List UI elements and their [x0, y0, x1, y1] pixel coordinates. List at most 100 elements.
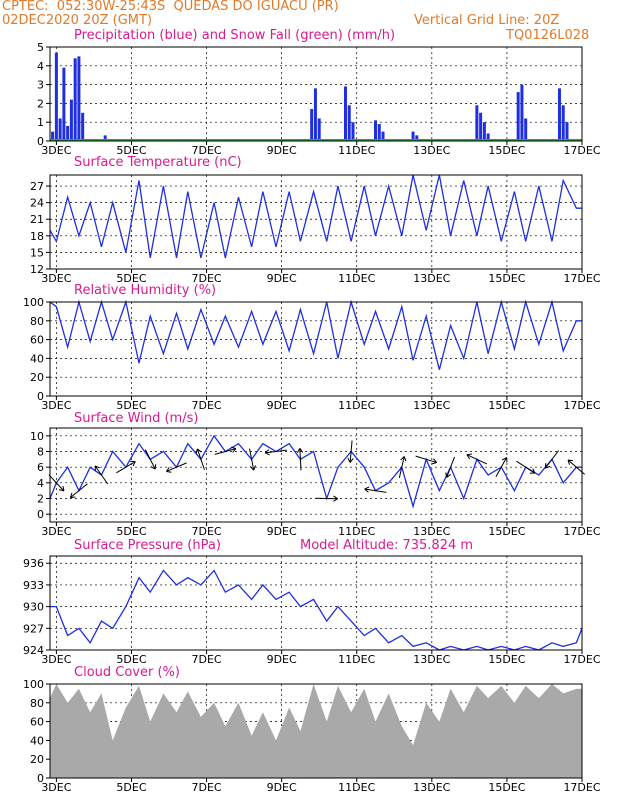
wind-arrow-head — [347, 457, 354, 463]
precip-bar — [51, 131, 55, 141]
wind-arrow-head — [165, 467, 172, 473]
run-datetime: 02DEC2020 20Z (GMT) — [2, 13, 153, 28]
station-header-line1: CPTEC: 052:30W-25:43S QUEDAS DO IGUACU (… — [2, 0, 339, 14]
temp-xtick-label: 15DEC — [488, 272, 525, 285]
precip-bar — [69, 99, 73, 141]
precip-ytick-label: 3 — [37, 79, 44, 92]
pressure-xtick-label: 5DEC — [116, 653, 146, 666]
precip-bar — [516, 92, 520, 141]
rh-ytick-label: 60 — [30, 334, 44, 347]
wind-arrow — [249, 448, 255, 471]
precip-bar — [313, 88, 317, 141]
precip-title: Precipitation (blue) and Snow Fall (gree… — [74, 28, 396, 43]
wind-xtick-label: 9DEC — [267, 525, 297, 538]
wind-xtick-label: 7DEC — [192, 525, 222, 538]
wind-arrow-head — [445, 472, 451, 478]
rh-series-line — [49, 299, 582, 370]
pressure-series-line — [50, 569, 583, 651]
wind-ytick-label: 2 — [37, 493, 44, 506]
wind-arrow — [516, 460, 536, 474]
cloud-ytick-label: 80 — [30, 697, 44, 710]
wind-arrow — [466, 454, 488, 465]
precip-bar — [351, 122, 355, 141]
cloud-title: Cloud Cover (%) — [74, 665, 180, 680]
pressure-xtick-label: 3DEC — [41, 653, 71, 666]
cloud-xtick-label: 13DEC — [413, 781, 450, 794]
wind-arrow-head — [231, 446, 237, 453]
rh-frame — [49, 301, 583, 397]
wind-arrow-head — [400, 456, 407, 462]
wind-arrow — [544, 450, 559, 469]
precip-bar — [58, 118, 62, 141]
wind-ytick-label: 0 — [37, 508, 44, 521]
wind-series-line — [49, 434, 582, 509]
precip-bar — [374, 120, 378, 141]
wind-title: Surface Wind (m/s) — [74, 411, 199, 426]
temp-series-line — [49, 174, 582, 259]
precip-xtick-label: 3DEC — [41, 144, 71, 157]
pressure-xtick-label: 9DEC — [267, 653, 297, 666]
temp-ytick-label: 27 — [30, 180, 44, 193]
wind-arrow — [415, 455, 437, 464]
precip-bar — [411, 131, 415, 141]
rh-xtick-label: 13DEC — [413, 399, 450, 412]
temp-ytick-label: 12 — [30, 263, 44, 276]
wind-arrow — [144, 449, 156, 470]
precip-bar — [73, 58, 77, 141]
temp-xtick-label: 3DEC — [41, 272, 71, 285]
wind-arrow-head — [69, 492, 76, 499]
wind-arrow-head — [94, 465, 100, 472]
wind-arrow-head — [195, 448, 202, 454]
wind-arrow — [94, 465, 109, 485]
wind-ytick-label: 8 — [37, 446, 44, 459]
wind-arrow — [299, 448, 302, 471]
rh-ytick-label: 100 — [23, 296, 44, 309]
pressure-ytick-label: 936 — [23, 557, 44, 570]
cloud-xtick-label: 15DEC — [488, 781, 525, 794]
precip-bar — [377, 124, 381, 141]
precip-bar — [66, 125, 70, 141]
cloud-ytick-label: 100 — [23, 678, 44, 691]
cloud-xtick-label: 17DEC — [563, 781, 600, 794]
cloud-xtick-label: 5DEC — [116, 781, 146, 794]
temp-ytick-label: 18 — [30, 230, 44, 243]
precip-xtick-label: 7DEC — [192, 144, 222, 157]
wind-arrow — [398, 456, 405, 478]
pressure-ytick-label: 933 — [23, 579, 44, 592]
wind-arrow-head — [529, 468, 536, 474]
precip-bar — [310, 109, 314, 141]
wind-arrow — [166, 462, 187, 472]
grid-line-note: Vertical Grid Line: 20Z — [414, 13, 560, 28]
temp-frame — [49, 174, 583, 270]
wind-arrow-head — [249, 465, 257, 471]
pressure-xtick-label: 7DEC — [192, 653, 222, 666]
rh-ytick-label: 20 — [30, 371, 44, 384]
precip-bar — [520, 84, 524, 141]
wind-ytick-label: 4 — [37, 477, 44, 490]
pressure-xtick-label: 17DEC — [563, 653, 600, 666]
precip-ytick-label: 1 — [37, 116, 44, 129]
temp-xtick-label: 13DEC — [413, 272, 450, 285]
cloud-xtick-label: 3DEC — [41, 781, 71, 794]
temp-xtick-label: 7DEC — [192, 272, 222, 285]
wind-arrow — [446, 456, 456, 478]
pressure-ytick-label: 924 — [23, 644, 44, 657]
wind-arrow — [364, 488, 387, 493]
wind-arrow-head — [466, 453, 472, 460]
precip-bar — [479, 112, 483, 141]
precip-bar — [381, 131, 385, 141]
precip-bar — [81, 112, 85, 141]
precip-xtick-label: 11DEC — [338, 144, 375, 157]
precip-frame — [49, 46, 583, 142]
cloud-xtick-label: 7DEC — [192, 781, 222, 794]
precip-bar — [103, 135, 107, 141]
wind-xtick-label: 3DEC — [41, 525, 71, 538]
wind-frame — [49, 427, 583, 523]
pressure-ytick-label: 927 — [23, 622, 44, 635]
precip-bar — [482, 122, 486, 141]
rh-xtick-label: 3DEC — [41, 399, 71, 412]
rh-ytick-label: 40 — [30, 352, 44, 365]
precip-xtick-label: 17DEC — [563, 144, 600, 157]
precip-bar — [317, 118, 321, 141]
temp-xtick-label: 9DEC — [267, 272, 297, 285]
